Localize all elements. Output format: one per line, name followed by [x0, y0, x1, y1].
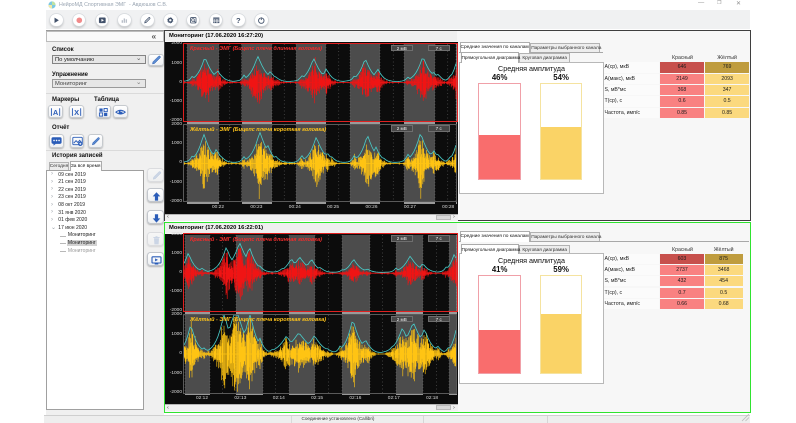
- svg-text:X: X: [74, 108, 79, 117]
- svg-text:A: A: [53, 108, 59, 117]
- svg-text:?: ?: [236, 15, 241, 24]
